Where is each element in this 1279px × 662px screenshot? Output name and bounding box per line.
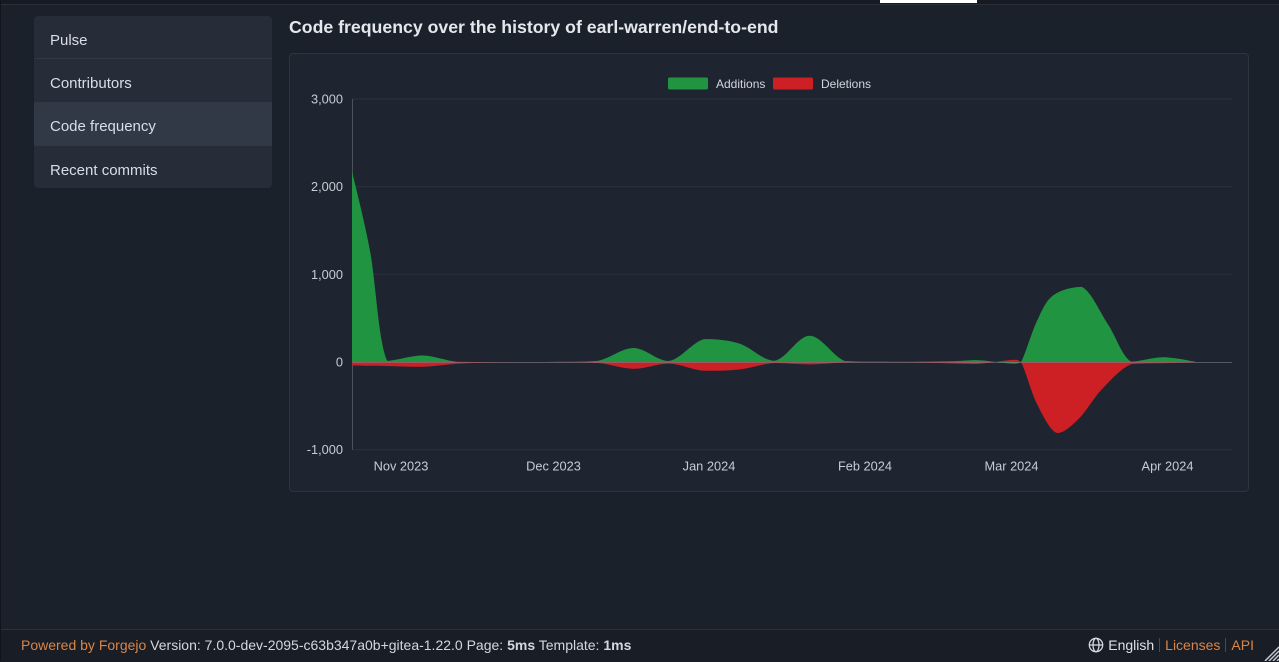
svg-text:3,000: 3,000: [311, 92, 343, 107]
svg-text:1,000: 1,000: [311, 267, 343, 282]
svg-text:2,000: 2,000: [311, 179, 343, 194]
svg-text:Additions: Additions: [716, 77, 765, 91]
svg-text:Jan 2024: Jan 2024: [683, 459, 736, 474]
svg-text:Mar 2024: Mar 2024: [984, 459, 1038, 474]
svg-text:0: 0: [336, 355, 343, 370]
svg-text:Feb 2024: Feb 2024: [838, 459, 892, 474]
svg-text:Nov 2023: Nov 2023: [374, 459, 429, 474]
svg-text:-1,000: -1,000: [307, 442, 343, 457]
svg-text:Dec 2023: Dec 2023: [526, 459, 581, 474]
svg-text:Deletions: Deletions: [821, 77, 871, 91]
svg-text:Apr 2024: Apr 2024: [1142, 459, 1194, 474]
